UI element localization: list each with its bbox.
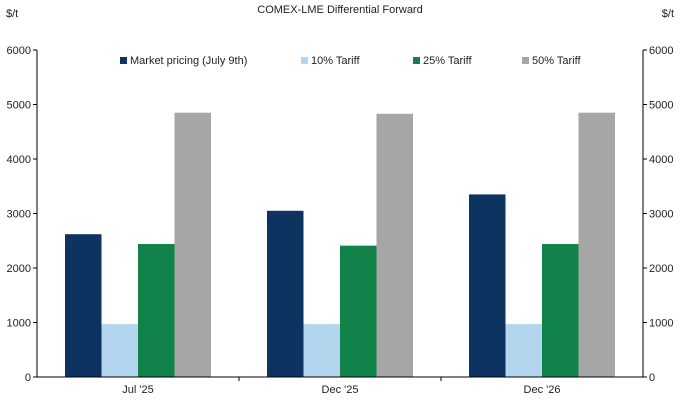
y-tick-label-right: 2000 — [649, 263, 673, 275]
y-tick-label-left: 5000 — [7, 100, 31, 112]
legend-item: 25% Tariff — [413, 55, 472, 67]
legend-item: 10% Tariff — [301, 55, 360, 67]
legend-item: 50% Tariff — [522, 55, 581, 67]
bar-market-pricing-july-9th-1 — [65, 234, 102, 377]
left-axis: 0 1000 2000 3000 4000 5000 6000 — [7, 45, 38, 384]
bar-market-pricing-july-9th-3 — [469, 194, 506, 377]
y-tick-label-left: 6000 — [7, 45, 31, 57]
y-tick-label-right: 3000 — [649, 209, 673, 221]
y-tick-label-left: 2000 — [7, 263, 31, 275]
bar-10-tariff-2 — [303, 324, 340, 377]
bar-50-tariff-1 — [174, 112, 211, 378]
y-tick-label-left: 0 — [25, 372, 31, 384]
legend-swatch — [301, 57, 308, 64]
bar-10-tariff-1 — [101, 324, 138, 377]
legend-swatch — [413, 57, 420, 64]
bar-25-tariff-1 — [138, 244, 175, 377]
x-tick-label: Dec '25 — [322, 384, 359, 396]
legend-swatch — [120, 57, 127, 64]
y-tick-label-right: 4000 — [649, 154, 673, 166]
y-tick-label-left: 3000 — [7, 209, 31, 221]
legend-item: Market pricing (July 9th) — [120, 55, 247, 67]
y-tick-label-left: 4000 — [7, 154, 31, 166]
bars — [65, 112, 615, 378]
legend: Market pricing (July 9th) 10% Tariff 25% T… — [120, 55, 581, 67]
legend-swatch — [522, 57, 529, 64]
y-tick-label-right: 6000 — [649, 45, 673, 57]
y-tick-label-left: 1000 — [7, 318, 31, 330]
legend-label: 50% Tariff — [532, 55, 581, 67]
y-tick-label-right: 5000 — [649, 100, 673, 112]
legend-label: 25% Tariff — [423, 55, 472, 67]
legend-label: 10% Tariff — [311, 55, 360, 67]
bar-50-tariff-3 — [578, 112, 615, 378]
y-unit-left: $/t — [6, 8, 18, 20]
x-tick-label: Jul '25 — [122, 384, 153, 396]
y-tick-label-right: 0 — [649, 372, 655, 384]
bar-market-pricing-july-9th-2 — [267, 210, 304, 377]
x-axis: Jul '25 Dec '25 Dec '26 — [37, 376, 643, 396]
legend-label: Market pricing (July 9th) — [130, 55, 247, 67]
y-unit-right: $/t — [662, 8, 674, 20]
bar-25-tariff-3 — [542, 244, 579, 377]
bar-25-tariff-2 — [340, 245, 377, 377]
right-axis: 0 1000 2000 3000 4000 5000 6000 — [642, 45, 673, 384]
bar-50-tariff-2 — [376, 113, 413, 377]
chart-title: COMEX-LME Differential Forward — [257, 4, 422, 16]
y-tick-label-right: 1000 — [649, 318, 673, 330]
bar-10-tariff-3 — [505, 324, 542, 377]
x-tick-label: Dec '26 — [524, 384, 561, 396]
